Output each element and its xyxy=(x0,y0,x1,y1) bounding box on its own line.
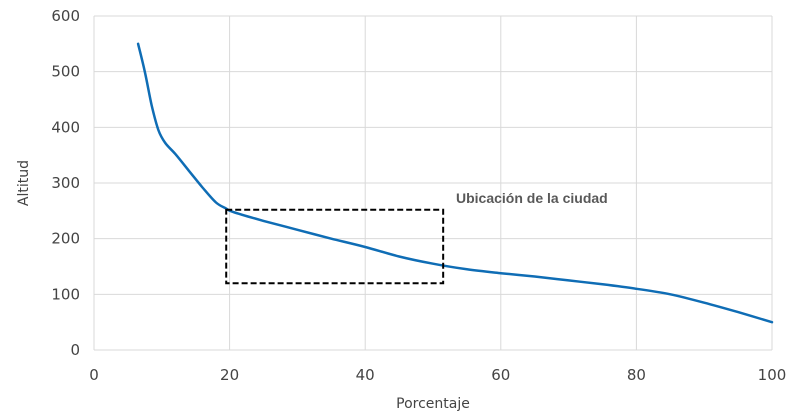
y-tick-label: 0 xyxy=(70,341,80,359)
x-tick-label: 60 xyxy=(491,366,510,384)
altitud-series-line xyxy=(136,42,774,324)
y-tick-label: 100 xyxy=(51,285,80,303)
tick-labels: 0 100 200 300 400 500 600 0 20 40 60 80 100 xyxy=(51,7,786,384)
y-tick-label: 500 xyxy=(51,63,80,81)
x-axis-title: Porcentaje xyxy=(396,396,470,412)
y-tick-label: 600 xyxy=(51,7,80,25)
y-tick-label: 200 xyxy=(51,230,80,248)
city-location-label: Ubicación de la ciudad xyxy=(456,190,608,206)
x-tick-label: 40 xyxy=(356,366,375,384)
x-tick-label: 100 xyxy=(758,366,787,384)
x-tick-label: 0 xyxy=(89,366,99,384)
x-tick-label: 20 xyxy=(220,366,239,384)
grid-lines xyxy=(93,15,773,351)
y-axis-title: Altitud xyxy=(16,160,32,206)
y-tick-label: 400 xyxy=(51,118,80,136)
x-tick-label: 80 xyxy=(627,366,646,384)
y-tick-label: 300 xyxy=(51,174,80,192)
city-location-box xyxy=(225,208,445,285)
